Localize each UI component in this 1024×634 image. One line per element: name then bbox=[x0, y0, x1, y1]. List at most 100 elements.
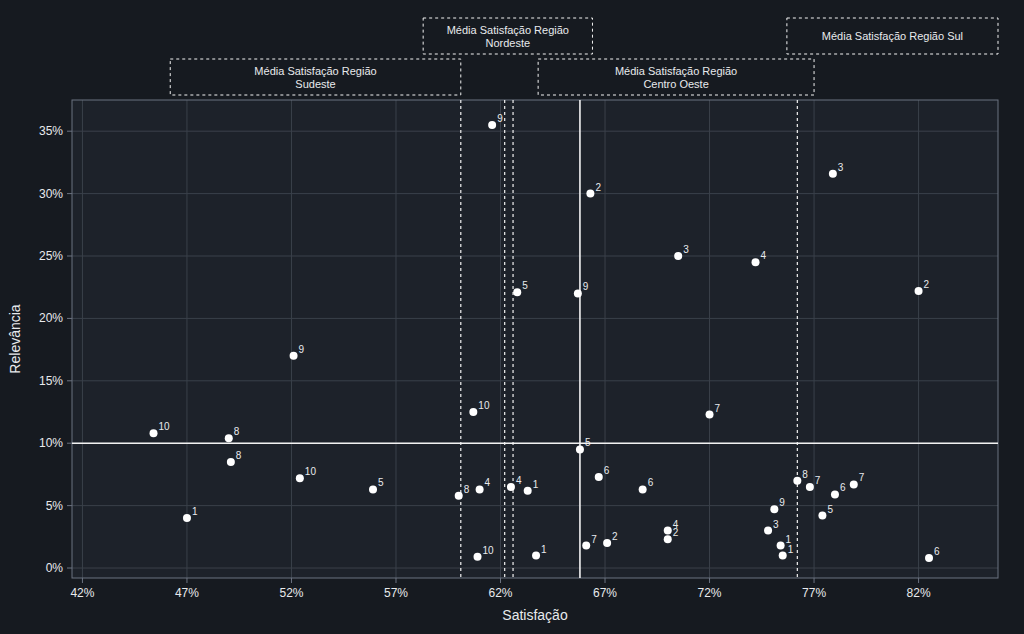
x-tick-label: 57% bbox=[384, 586, 408, 600]
reference-line-x bbox=[504, 100, 505, 578]
point-label: 4 bbox=[761, 250, 767, 261]
point-label: 5 bbox=[585, 437, 591, 448]
annotation-box bbox=[170, 59, 461, 95]
annotation-line: Sudeste bbox=[295, 78, 335, 90]
point-label: 1 bbox=[533, 479, 539, 490]
point-label: 10 bbox=[159, 421, 171, 432]
point bbox=[674, 252, 682, 260]
annotation-line: Média Satisfação Região bbox=[254, 65, 376, 77]
point bbox=[225, 434, 233, 442]
point-label: 8 bbox=[802, 469, 808, 480]
annotation-line: Nordeste bbox=[486, 37, 531, 49]
point-label: 3 bbox=[838, 162, 844, 173]
annotation-line: Média Satisfação Região bbox=[447, 24, 569, 36]
point bbox=[777, 542, 785, 550]
point-label: 6 bbox=[648, 477, 654, 488]
point bbox=[779, 552, 787, 560]
annotation-text: Média Satisfação Região Sul bbox=[822, 30, 963, 42]
point-label: 10 bbox=[305, 466, 317, 477]
x-grid-line bbox=[918, 100, 919, 578]
point bbox=[770, 505, 778, 513]
point bbox=[455, 492, 463, 500]
x-tick bbox=[82, 578, 83, 583]
point bbox=[582, 542, 590, 550]
x-tick-label: 62% bbox=[488, 586, 512, 600]
x-tick bbox=[709, 578, 710, 583]
point bbox=[150, 429, 158, 437]
reference-line-x bbox=[512, 100, 513, 578]
point-labels: 1081891059510844110129347566931724232877… bbox=[159, 113, 940, 557]
grid bbox=[72, 100, 998, 578]
point bbox=[793, 477, 801, 485]
y-tick bbox=[67, 318, 72, 319]
y-tick bbox=[67, 256, 72, 257]
point-label: 3 bbox=[683, 244, 689, 255]
point-label: 1 bbox=[788, 544, 794, 555]
reference-line-x bbox=[460, 100, 461, 578]
point bbox=[818, 512, 826, 520]
annotation-text: Média Satisfação RegiãoCentro Oeste bbox=[615, 65, 737, 90]
point-label: 9 bbox=[299, 344, 305, 355]
point bbox=[227, 458, 235, 466]
x-tick-label: 47% bbox=[175, 586, 199, 600]
point bbox=[829, 170, 837, 178]
x-grid-line bbox=[605, 100, 606, 578]
point bbox=[764, 527, 772, 535]
point bbox=[639, 485, 647, 493]
point bbox=[831, 490, 839, 498]
annotation-box bbox=[423, 18, 592, 54]
point-label: 9 bbox=[497, 113, 503, 124]
plot-area bbox=[72, 100, 998, 578]
point bbox=[576, 445, 584, 453]
y-tick-label: 0% bbox=[46, 561, 64, 575]
point bbox=[706, 411, 714, 419]
x-tick bbox=[814, 578, 815, 583]
annotation-box bbox=[538, 59, 814, 95]
point bbox=[474, 553, 482, 561]
x-tick-label: 82% bbox=[907, 586, 931, 600]
point-group bbox=[150, 352, 377, 522]
y-grid-line bbox=[72, 380, 998, 381]
x-tick bbox=[186, 578, 187, 583]
y-tick-label: 30% bbox=[39, 187, 63, 201]
reference-line-x bbox=[579, 100, 581, 578]
plot-background bbox=[72, 100, 998, 578]
point bbox=[488, 121, 496, 129]
point-label: 8 bbox=[464, 484, 470, 495]
annotation-line: Média Satisfação Região Sul bbox=[822, 30, 963, 42]
point bbox=[296, 474, 304, 482]
y-grid-line bbox=[72, 443, 998, 444]
point-label: 4 bbox=[485, 477, 491, 488]
x-grid-line bbox=[291, 100, 292, 578]
y-tick-label: 25% bbox=[39, 249, 63, 263]
point bbox=[532, 552, 540, 560]
point-label: 6 bbox=[934, 546, 940, 557]
point-label: 5 bbox=[378, 477, 384, 488]
x-grid-line bbox=[500, 100, 501, 578]
y-grid-line bbox=[72, 568, 998, 569]
point bbox=[664, 527, 672, 535]
point bbox=[183, 514, 191, 522]
annotation-line: Média Satisfação Região bbox=[615, 65, 737, 77]
point-label: 2 bbox=[673, 527, 679, 538]
point-group bbox=[779, 170, 933, 562]
x-tick bbox=[605, 578, 606, 583]
point bbox=[752, 258, 760, 266]
point-label: 1 bbox=[192, 506, 198, 517]
point bbox=[476, 485, 484, 493]
y-tick bbox=[67, 443, 72, 444]
point-label: 5 bbox=[827, 504, 833, 515]
point-label: 2 bbox=[612, 531, 618, 542]
reference-line-y bbox=[72, 442, 998, 444]
x-tick-label: 67% bbox=[593, 586, 617, 600]
y-tick-label: 10% bbox=[39, 436, 63, 450]
x-tick-label: 52% bbox=[279, 586, 303, 600]
x-axis-label: Satisfação bbox=[502, 607, 568, 623]
point bbox=[586, 190, 594, 198]
point bbox=[513, 288, 521, 296]
point bbox=[806, 483, 814, 491]
y-tick bbox=[67, 193, 72, 194]
reference-line-x bbox=[797, 100, 798, 578]
point-label: 2 bbox=[595, 182, 601, 193]
point-label: 3 bbox=[773, 519, 779, 530]
